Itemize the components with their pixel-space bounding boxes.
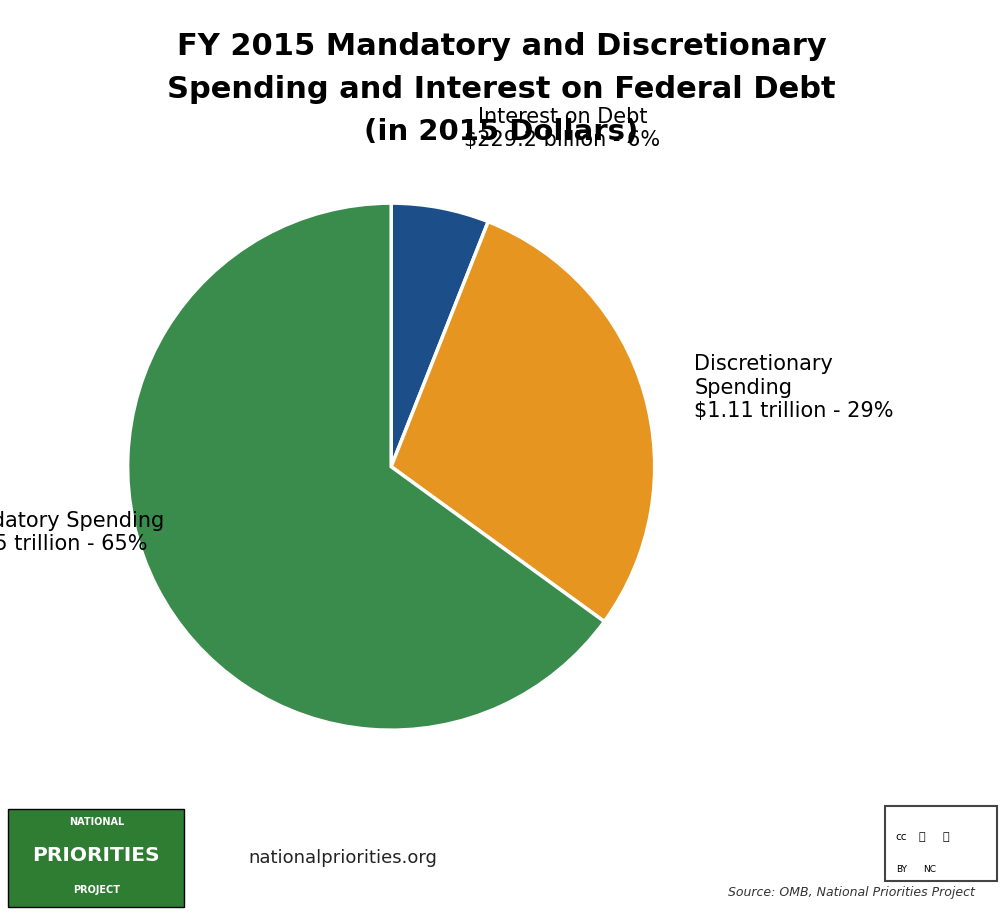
FancyBboxPatch shape: [884, 806, 996, 880]
Text: Discretionary
Spending
$1.11 trillion - 29%: Discretionary Spending $1.11 trillion - …: [693, 354, 893, 421]
FancyBboxPatch shape: [8, 809, 183, 907]
Text: Interest on Debt
$229.2 billion - 6%: Interest on Debt $229.2 billion - 6%: [464, 107, 660, 150]
Text: NC: NC: [922, 865, 935, 874]
Text: Spending and Interest on Federal Debt: Spending and Interest on Federal Debt: [167, 75, 835, 104]
Text: BY: BY: [895, 865, 906, 874]
Text: nationalpriorities.org: nationalpriorities.org: [248, 849, 437, 867]
Text: Source: OMB, National Priorities Project: Source: OMB, National Priorities Project: [727, 886, 974, 899]
Wedge shape: [391, 203, 488, 467]
Text: PRIORITIES: PRIORITIES: [32, 846, 160, 865]
Text: PROJECT: PROJECT: [73, 885, 119, 895]
Wedge shape: [127, 203, 604, 730]
Text: (in 2015 Dollars): (in 2015 Dollars): [364, 118, 638, 146]
Text: FY 2015 Mandatory and Discretionary: FY 2015 Mandatory and Discretionary: [176, 32, 826, 61]
Text: Mandatory Spending
$2.45 trillion - 65%: Mandatory Spending $2.45 trillion - 65%: [0, 511, 164, 554]
Text: ⓘ: ⓘ: [918, 833, 925, 842]
Text: Ⓢ: Ⓢ: [942, 833, 949, 842]
Wedge shape: [391, 221, 654, 621]
Text: NATIONAL: NATIONAL: [68, 817, 124, 827]
Text: cc: cc: [895, 833, 906, 842]
